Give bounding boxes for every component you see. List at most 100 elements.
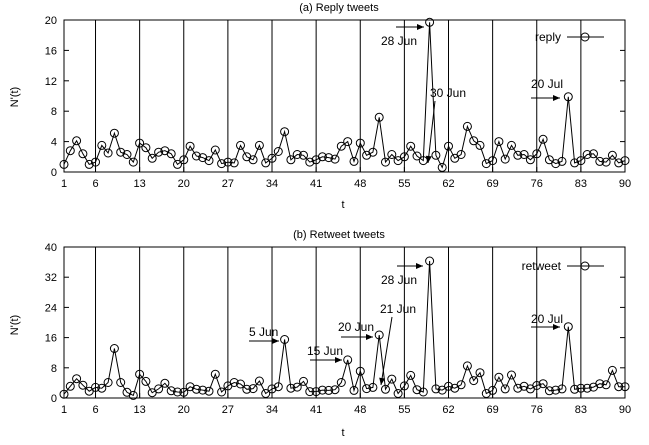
data-point-retweet-62 [444, 381, 453, 391]
y-tick-label-0: 0 [51, 167, 57, 179]
panel-a-annotations: 28 Jun 30 Jun 20 Jul [381, 24, 563, 164]
x-tick-label-69: 69 [487, 178, 499, 190]
data-point-reply-60 [431, 150, 441, 160]
series-line-reply [63, 22, 626, 169]
data-point-reply-8 [103, 148, 113, 158]
x-tick-label-48: 48 [354, 178, 366, 190]
annot-28-jun-b-text: 28 Jun [381, 273, 417, 287]
x-tick-label-55: 55 [398, 178, 410, 190]
panel-a-title: (a) Reply tweets [299, 2, 379, 14]
data-point-retweet-46 [343, 355, 353, 365]
x-tick-label-62: 62 [442, 178, 454, 190]
data-point-retweet-32 [254, 376, 264, 386]
data-point-reply-34 [267, 153, 277, 163]
data-point-retweet-67 [475, 368, 485, 378]
data-point-retweet-81 [563, 322, 573, 332]
data-point-reply-36 [280, 127, 290, 137]
annot-28-jun-b-arrowhead [416, 263, 423, 269]
data-point-reply-69 [488, 156, 498, 166]
data-point-reply-14 [141, 143, 151, 153]
x-tick-label-6: 6 [92, 404, 98, 416]
panel-a-ylabel: N'(t) [9, 87, 21, 107]
data-point-reply-31 [248, 155, 258, 165]
annot-15-jun-text: 15 Jun [307, 344, 343, 358]
x-tick-label-1: 1 [61, 404, 67, 416]
data-point-retweet-89 [614, 382, 624, 392]
data-point-reply-33 [261, 158, 271, 168]
data-point-retweet-16 [154, 384, 164, 394]
data-point-retweet-73 [513, 383, 523, 393]
data-point-reply-57 [412, 151, 422, 161]
data-point-reply-88 [607, 150, 617, 160]
panel-b-ylabel: N'(t) [9, 315, 21, 335]
data-point-reply-43 [324, 153, 334, 163]
data-point-reply-72 [507, 140, 516, 150]
data-point-reply-39 [299, 150, 308, 160]
data-point-reply-12 [128, 157, 138, 167]
data-point-retweet-3 [72, 374, 82, 384]
panel-b-frame [63, 246, 626, 399]
data-point-retweet-40 [305, 387, 315, 397]
data-point-reply-56 [406, 141, 416, 151]
data-point-retweet-29 [236, 379, 245, 389]
data-point-retweet-58 [418, 387, 428, 397]
annot-20-jul-arrowhead [553, 95, 560, 101]
x-tick-label-62: 62 [442, 404, 454, 416]
data-point-retweet-14 [141, 376, 151, 386]
panel-b-annotations: 5 Jun 15 Jun 20 Jun 21 Jun 28 Jun 20 Jul [249, 263, 563, 386]
data-point-reply-40 [305, 157, 315, 167]
data-point-reply-29 [236, 140, 245, 150]
annot-21-jun-arrow [380, 316, 393, 386]
y-tick-label-32: 32 [45, 272, 57, 284]
data-point-reply-83 [576, 156, 586, 166]
x-tick-label-76: 76 [531, 178, 543, 190]
data-point-retweet-1 [59, 389, 69, 399]
data-point-retweet-20 [179, 387, 189, 397]
annot-15-jun-arrowhead [335, 357, 342, 363]
y-tick-label-24: 24 [45, 302, 57, 314]
data-point-retweet-83 [576, 383, 586, 393]
data-point-retweet-65 [462, 361, 472, 371]
reply-tweets-panel: (a) Reply tweets N'(t) t 1 6 13 20 27 34 41 48 5… [9, 2, 631, 211]
data-point-reply-51 [374, 112, 384, 122]
data-point-retweet-24 [204, 386, 214, 396]
data-point-retweet-78 [544, 386, 554, 396]
data-point-reply-71 [500, 154, 510, 164]
data-point-retweet-21 [185, 382, 195, 392]
annot-30-jun-arrow [427, 100, 436, 164]
data-point-retweet-52 [381, 384, 390, 394]
data-point-reply-19 [173, 159, 182, 169]
data-point-retweet-76 [532, 381, 542, 390]
data-point-retweet-8 [103, 378, 113, 387]
data-point-reply-46 [343, 137, 353, 147]
data-point-reply-13 [135, 138, 145, 148]
panel-a-frame [63, 19, 626, 173]
annot-20-jul-b-arrowhead [553, 324, 560, 330]
data-point-retweet-18 [166, 386, 176, 396]
annot-21-jun-arrowhead [379, 377, 386, 385]
panel-b-series [59, 256, 630, 400]
annot-28-jun-text: 28 Jun [381, 34, 417, 48]
annot-21-jun-text: 21 Jun [380, 302, 416, 316]
data-point-retweet-90 [620, 382, 630, 392]
data-point-reply-7 [97, 140, 107, 150]
annot-5-jun-arrowhead [272, 338, 279, 344]
data-point-retweet-66 [469, 376, 479, 386]
data-point-retweet-71 [500, 384, 510, 394]
data-point-reply-9 [109, 128, 119, 138]
y-tick-label-8: 8 [51, 106, 57, 118]
data-point-reply-89 [614, 158, 624, 168]
series-line-retweet [63, 260, 625, 397]
data-point-reply-50 [368, 147, 378, 157]
data-point-retweet-45 [336, 378, 346, 387]
data-point-reply-84 [582, 150, 592, 159]
data-point-reply-76 [532, 149, 542, 159]
data-point-reply-65 [462, 121, 472, 131]
data-point-retweet-12 [128, 390, 138, 400]
data-point-retweet-34 [267, 384, 277, 394]
data-point-reply-2 [65, 146, 75, 156]
data-point-retweet-38 [292, 382, 302, 392]
data-point-retweet-55 [399, 381, 409, 391]
legend-reply-marker [580, 32, 590, 42]
